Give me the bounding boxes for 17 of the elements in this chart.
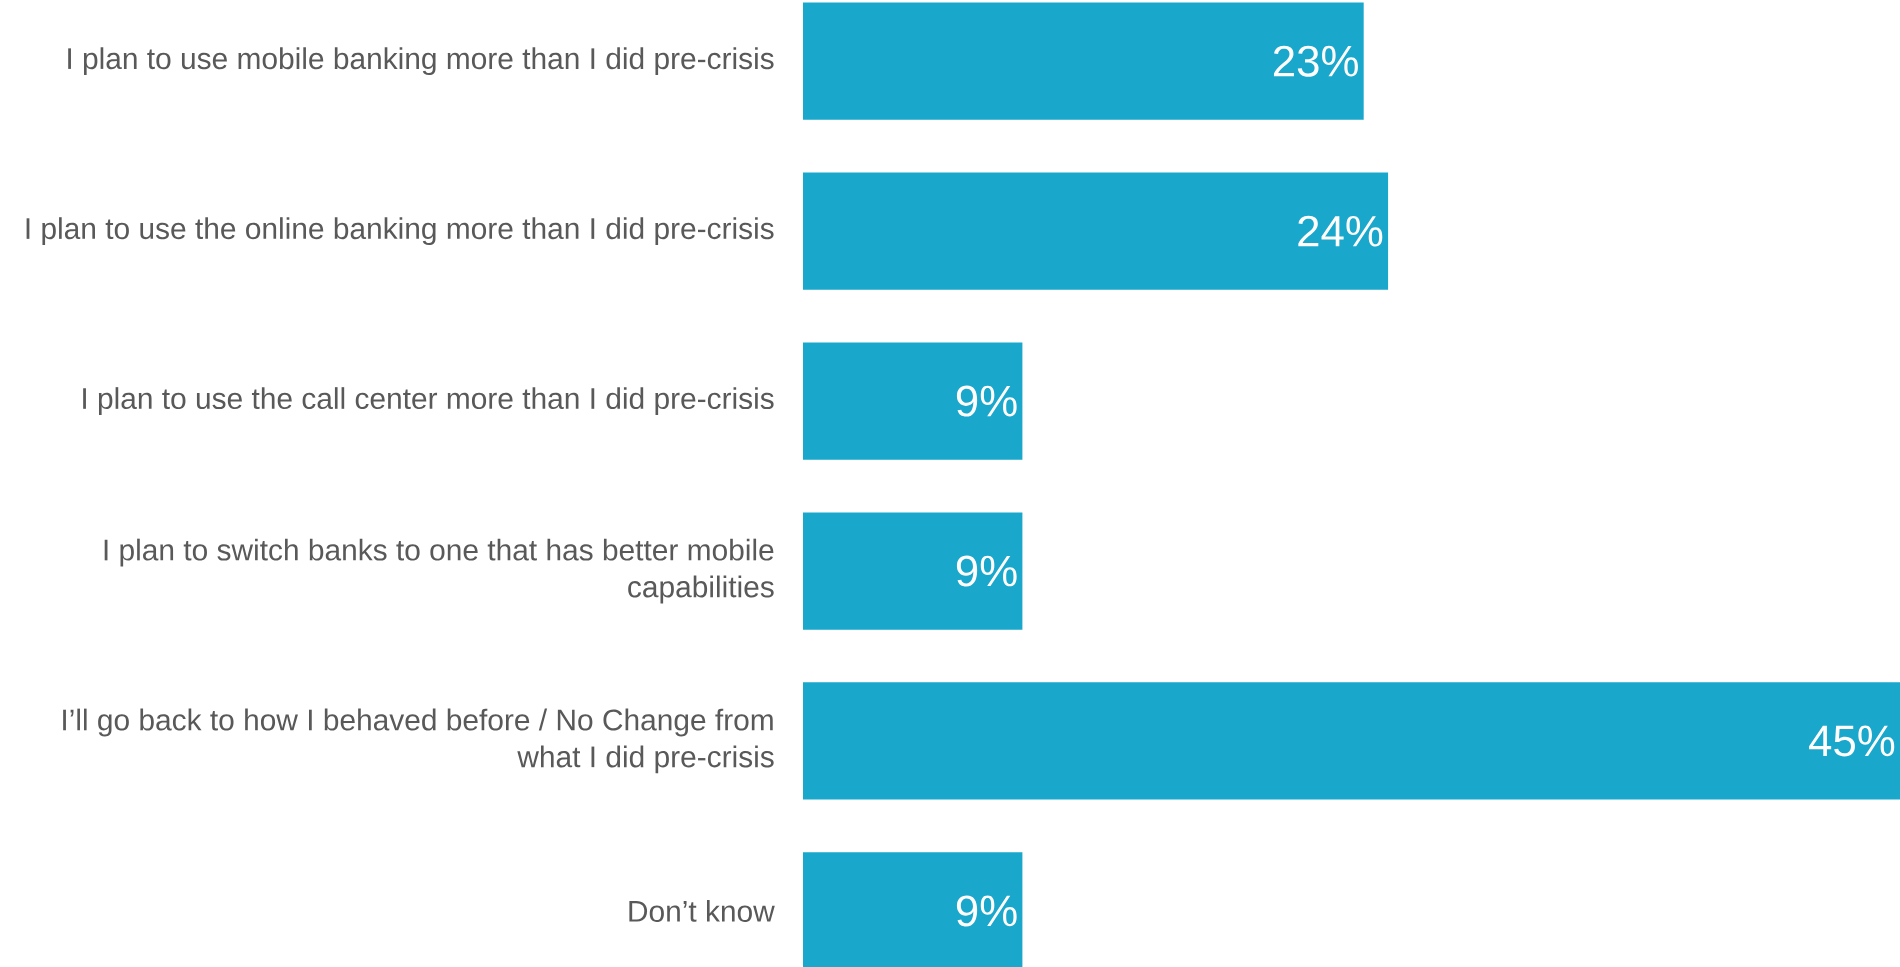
y-tick-label: I plan to use the call center more than I did pre-crisis bbox=[83, 387, 774, 416]
y-tick-label: I plan to use mobile banking more than I did pre-crisis bbox=[68, 47, 774, 76]
data-label: 9% bbox=[956, 895, 1017, 927]
data-label: 23% bbox=[1273, 45, 1358, 77]
bar bbox=[803, 512, 1023, 630]
y-tick-label: I’ll go back to how I behaved before / No Change from what I did pre-crisis bbox=[63, 708, 774, 774]
bar bbox=[803, 342, 1023, 460]
bar bbox=[803, 682, 1900, 800]
y-tick-label: I plan to use the online banking more than I did pre-crisis bbox=[26, 217, 774, 246]
y-tick-label: I plan to switch banks to one that has better mobile capabilities bbox=[104, 538, 774, 604]
y-tick-label: Don’t know bbox=[629, 899, 775, 922]
data-label: 9% bbox=[956, 385, 1017, 417]
data-label: 45% bbox=[1809, 725, 1895, 757]
data-label: 9% bbox=[956, 555, 1017, 587]
bar bbox=[803, 172, 1389, 290]
data-label: 24% bbox=[1298, 215, 1383, 247]
bar bbox=[803, 2, 1364, 120]
